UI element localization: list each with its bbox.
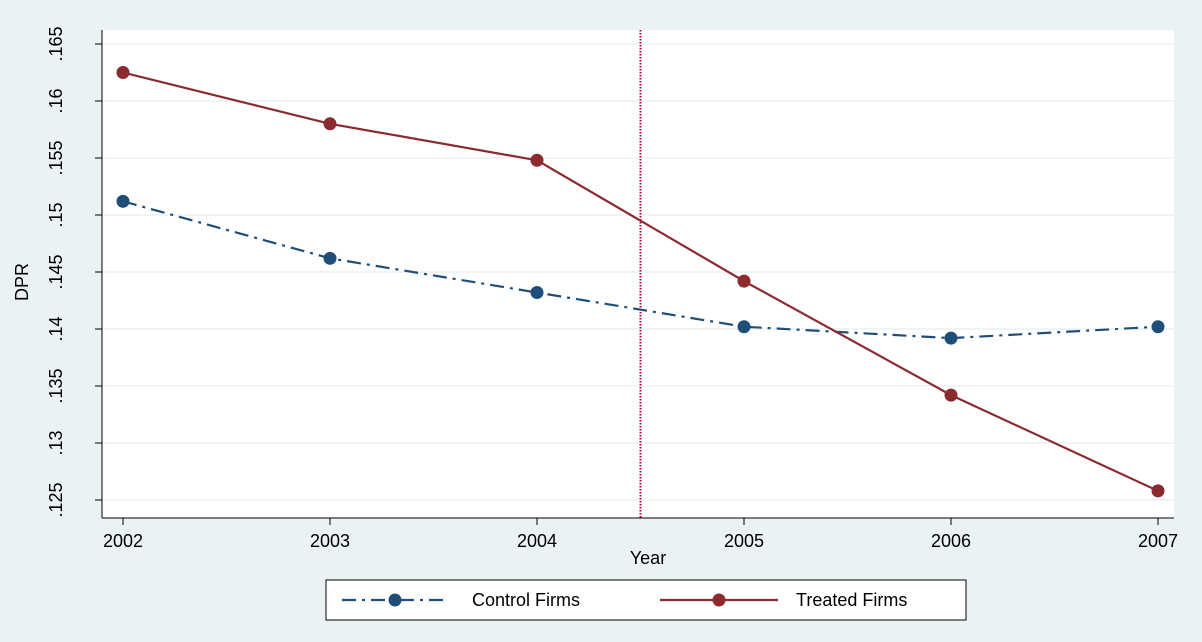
legend-items: Control Firms Treated Firms <box>342 590 907 610</box>
y-tick-label: .13 <box>46 430 66 455</box>
data-point <box>323 117 337 131</box>
series-control-firms <box>116 194 1165 345</box>
legend-marker <box>388 593 402 607</box>
data-point <box>530 153 544 167</box>
series-line <box>122 200 1159 340</box>
series-treated-firms <box>116 66 1165 498</box>
legend-marker <box>712 593 726 607</box>
data-point <box>944 331 958 345</box>
axes <box>101 30 1174 519</box>
y-tick-label: .125 <box>46 482 66 517</box>
y-axis-ticks: .125 .13 .135 .14 .145 .15 .155 .16 .165 <box>46 26 102 518</box>
data-point <box>116 194 130 208</box>
y-tick-label: .16 <box>46 88 66 113</box>
x-tick-label: 2002 <box>103 531 143 551</box>
data-point <box>323 251 337 265</box>
data-point <box>1151 320 1165 334</box>
data-point <box>737 320 751 334</box>
y-tick-label: .165 <box>46 26 66 61</box>
data-point <box>737 274 751 288</box>
x-tick-label: 2007 <box>1138 531 1178 551</box>
x-tick-label: 2006 <box>931 531 971 551</box>
x-axis-title: Year <box>630 548 666 568</box>
data-point <box>1151 484 1165 498</box>
data-point <box>116 66 130 79</box>
series-line <box>122 71 1159 492</box>
x-tick-label: 2005 <box>724 531 764 551</box>
y-tick-label: .14 <box>46 316 66 341</box>
x-tick-label: 2004 <box>517 531 557 551</box>
y-axis-title: DPR <box>12 263 32 301</box>
data-series <box>116 66 1165 498</box>
y-tick-label: .145 <box>46 254 66 289</box>
legend: Control Firms Treated Firms <box>325 579 967 621</box>
y-tick-label: .155 <box>46 140 66 175</box>
grid-lines <box>103 43 1174 501</box>
data-point <box>530 286 544 300</box>
y-tick-label: .135 <box>46 368 66 403</box>
y-tick-label: .15 <box>46 202 66 227</box>
legend-label: Treated Firms <box>796 590 907 610</box>
data-point <box>944 388 958 402</box>
plot-area <box>102 30 1174 518</box>
legend-label: Control Firms <box>472 590 580 610</box>
legend-item: Control Firms <box>342 590 580 610</box>
x-axis-ticks: 2002 2003 2004 2005 2006 2007 <box>103 518 1178 551</box>
legend-item: Treated Firms <box>660 590 907 610</box>
x-tick-label: 2003 <box>310 531 350 551</box>
